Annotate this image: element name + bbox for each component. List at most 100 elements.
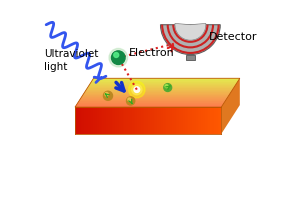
Polygon shape — [141, 107, 143, 134]
Polygon shape — [76, 106, 222, 107]
Polygon shape — [121, 107, 123, 134]
Polygon shape — [139, 107, 141, 134]
Polygon shape — [110, 107, 112, 134]
Polygon shape — [95, 107, 97, 134]
Polygon shape — [84, 93, 230, 94]
Polygon shape — [218, 107, 219, 134]
Polygon shape — [219, 107, 221, 134]
Polygon shape — [132, 107, 134, 134]
Polygon shape — [93, 107, 95, 134]
Polygon shape — [77, 103, 224, 104]
Text: Electron: Electron — [129, 48, 174, 57]
Polygon shape — [82, 96, 228, 97]
Polygon shape — [152, 107, 154, 134]
Polygon shape — [88, 86, 235, 87]
Polygon shape — [119, 107, 121, 134]
Polygon shape — [198, 107, 199, 134]
Polygon shape — [174, 107, 176, 134]
Polygon shape — [88, 87, 234, 88]
Polygon shape — [78, 102, 225, 103]
Circle shape — [129, 81, 145, 98]
Polygon shape — [91, 82, 237, 83]
Polygon shape — [90, 83, 237, 84]
Polygon shape — [79, 100, 226, 101]
Polygon shape — [115, 107, 117, 134]
Polygon shape — [88, 107, 90, 134]
Polygon shape — [93, 79, 239, 80]
Polygon shape — [207, 107, 208, 134]
Polygon shape — [75, 107, 77, 134]
Polygon shape — [89, 85, 235, 86]
Polygon shape — [177, 107, 179, 134]
Circle shape — [164, 84, 172, 91]
Polygon shape — [99, 107, 101, 134]
Polygon shape — [143, 107, 144, 134]
Circle shape — [109, 48, 128, 67]
Polygon shape — [76, 104, 223, 105]
Polygon shape — [84, 92, 231, 93]
Polygon shape — [199, 107, 201, 134]
Polygon shape — [154, 107, 156, 134]
Polygon shape — [130, 107, 132, 134]
Polygon shape — [124, 107, 126, 134]
Polygon shape — [176, 107, 177, 134]
Polygon shape — [77, 107, 79, 134]
Polygon shape — [86, 89, 233, 90]
Polygon shape — [161, 107, 163, 134]
Polygon shape — [90, 84, 236, 85]
Polygon shape — [181, 107, 183, 134]
Polygon shape — [165, 107, 166, 134]
Polygon shape — [101, 107, 102, 134]
Polygon shape — [80, 99, 226, 100]
Polygon shape — [166, 107, 168, 134]
Polygon shape — [183, 107, 185, 134]
Polygon shape — [82, 107, 84, 134]
Polygon shape — [185, 107, 186, 134]
Polygon shape — [157, 107, 159, 134]
Polygon shape — [112, 107, 114, 134]
Polygon shape — [212, 107, 214, 134]
Polygon shape — [126, 107, 128, 134]
Polygon shape — [82, 95, 229, 96]
Polygon shape — [192, 107, 194, 134]
Circle shape — [126, 97, 135, 105]
Circle shape — [112, 51, 125, 64]
Polygon shape — [76, 105, 223, 106]
Polygon shape — [190, 107, 192, 134]
Polygon shape — [83, 94, 229, 95]
Polygon shape — [188, 107, 190, 134]
Polygon shape — [201, 107, 203, 134]
Polygon shape — [221, 78, 240, 134]
Polygon shape — [86, 90, 232, 91]
Polygon shape — [93, 78, 240, 79]
Polygon shape — [210, 107, 212, 134]
Polygon shape — [79, 101, 225, 102]
Polygon shape — [80, 98, 227, 99]
Polygon shape — [104, 107, 106, 134]
Polygon shape — [134, 107, 135, 134]
Polygon shape — [203, 107, 205, 134]
Text: Ultraviolet
light: Ultraviolet light — [44, 49, 98, 72]
Polygon shape — [196, 107, 198, 134]
Polygon shape — [102, 107, 104, 134]
Polygon shape — [79, 107, 80, 134]
Polygon shape — [163, 107, 165, 134]
Polygon shape — [108, 107, 110, 134]
Bar — [186, 55, 194, 60]
Polygon shape — [208, 107, 210, 134]
Polygon shape — [156, 107, 157, 134]
Polygon shape — [114, 107, 115, 134]
Polygon shape — [172, 107, 174, 134]
Polygon shape — [123, 107, 124, 134]
Polygon shape — [90, 107, 92, 134]
Polygon shape — [128, 107, 130, 134]
Polygon shape — [159, 107, 161, 134]
Polygon shape — [92, 107, 93, 134]
Polygon shape — [148, 107, 150, 134]
Polygon shape — [168, 107, 170, 134]
Polygon shape — [137, 107, 139, 134]
Circle shape — [104, 91, 112, 100]
Polygon shape — [86, 107, 88, 134]
Polygon shape — [214, 107, 216, 134]
Polygon shape — [117, 107, 119, 134]
